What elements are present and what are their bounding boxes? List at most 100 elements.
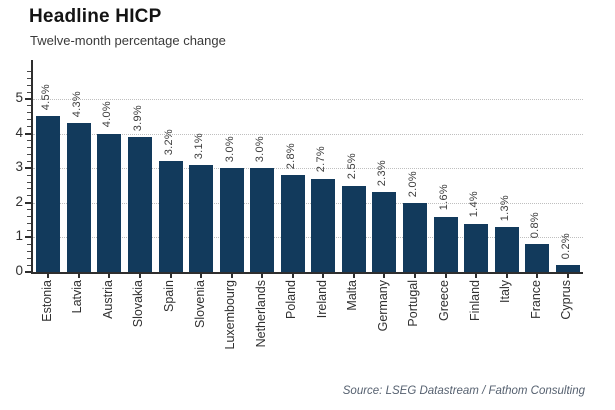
gridline	[33, 99, 583, 101]
gridline	[33, 237, 583, 239]
y-axis-tick-label: 0	[15, 263, 23, 278]
x-axis-line	[31, 272, 583, 274]
y-axis-tick-label: 5	[15, 90, 23, 106]
y-axis-minor-tick	[27, 181, 31, 183]
y-axis-minor-tick	[27, 91, 31, 93]
x-axis-category-label: Slovenia	[192, 280, 207, 328]
y-axis-minor-tick	[27, 160, 31, 162]
x-axis-category-label: Latvia	[70, 280, 85, 314]
bar-value-label: 4.0%	[101, 101, 114, 128]
bar-value-label: 3.0%	[223, 135, 236, 163]
y-axis-minor-tick	[27, 229, 31, 231]
bar-value-label: 1.6%	[437, 184, 450, 211]
y-axis-major-tick	[25, 271, 31, 273]
y-axis-tick-label: 1	[15, 228, 23, 244]
bar-value-label: 4.3%	[70, 91, 83, 118]
bar	[494, 227, 519, 272]
bar	[250, 168, 275, 272]
bar	[280, 175, 305, 272]
y-axis-tick-label: 4	[15, 124, 23, 140]
x-axis-tick	[261, 272, 264, 278]
bar-value-label: 0.2%	[559, 232, 572, 260]
bar	[189, 164, 214, 272]
x-axis-tick	[536, 272, 539, 278]
bar-value-label: 2.5%	[345, 153, 358, 180]
bar-value-label: 3.9%	[131, 104, 144, 132]
y-axis-major-tick	[25, 98, 31, 101]
x-axis-tick	[108, 272, 111, 278]
bar	[555, 265, 580, 272]
bar-value-label: 3.2%	[162, 129, 175, 156]
x-axis-tick	[138, 272, 141, 278]
bar	[97, 133, 122, 272]
x-axis-tick	[566, 272, 569, 278]
bar	[464, 223, 489, 272]
bar	[433, 216, 458, 272]
gridline	[33, 202, 583, 204]
y-axis-spine	[31, 60, 33, 274]
bar-value-label: 0.8%	[529, 212, 542, 239]
x-axis-category-label: Italy	[498, 280, 513, 303]
y-axis-major-tick	[25, 201, 31, 204]
x-axis-tick	[475, 272, 478, 278]
bar-value-label: 4.5%	[40, 84, 53, 111]
y-axis-major-tick	[25, 167, 31, 170]
y-axis-minor-tick	[27, 70, 31, 72]
source-credit: Source: LSEG Datastream / Fathom Consult…	[342, 385, 585, 397]
y-axis-minor-tick	[27, 195, 31, 197]
bar	[219, 168, 244, 272]
y-axis-minor-tick	[27, 174, 31, 176]
y-axis-minor-tick	[27, 250, 31, 252]
y-axis-minor-tick	[27, 264, 31, 266]
x-axis-category-label: Estonia	[39, 280, 54, 322]
bar	[402, 202, 427, 272]
bar	[36, 116, 61, 272]
x-axis-tick	[444, 272, 447, 278]
x-axis-category-label: Slovakia	[131, 280, 146, 328]
y-axis-minor-tick	[27, 140, 31, 142]
x-axis-category-label: Portugal	[406, 280, 421, 327]
y-axis-minor-tick	[27, 119, 31, 121]
x-axis-category-label: France	[528, 280, 543, 319]
y-axis-minor-tick	[27, 216, 31, 218]
x-axis-tick	[47, 272, 50, 278]
bar-value-label: 3.1%	[193, 132, 206, 159]
x-axis-category-label: Spain	[162, 280, 176, 312]
x-axis-tick	[230, 272, 233, 278]
x-axis-tick	[322, 272, 325, 278]
y-axis-minor-tick	[27, 153, 31, 155]
y-axis-minor-tick	[27, 112, 31, 114]
bar	[341, 185, 366, 272]
bar	[372, 192, 397, 272]
x-axis-category-label: Ireland	[314, 280, 329, 319]
y-axis-minor-tick	[27, 77, 31, 79]
bar-value-label: 1.3%	[498, 194, 511, 222]
gridline	[33, 168, 583, 170]
x-axis-category-label: Greece	[437, 280, 451, 321]
y-axis-minor-tick	[27, 84, 31, 86]
bar	[66, 123, 91, 272]
x-axis-tick	[383, 272, 386, 278]
bar	[158, 161, 183, 272]
y-axis-minor-tick	[27, 223, 31, 225]
chart-title: Headline HICP	[29, 6, 162, 27]
gridline	[33, 133, 583, 135]
x-axis-category-label: Luxembourg	[223, 280, 238, 350]
y-axis-minor-tick	[27, 257, 31, 259]
y-axis-major-tick	[25, 132, 31, 135]
x-axis-tick	[77, 272, 80, 278]
x-axis-tick	[413, 272, 416, 278]
y-axis-minor-tick	[27, 146, 31, 148]
y-axis-tick-label: 2	[15, 193, 23, 209]
x-axis-category-label: Malta	[345, 280, 360, 311]
y-axis-minor-tick	[27, 188, 31, 190]
bar-value-label: 2.7%	[315, 146, 328, 173]
chart-subtitle: Twelve-month percentage change	[30, 33, 226, 48]
y-axis-major-tick	[25, 236, 31, 239]
x-axis-category-label: Netherlands	[253, 280, 268, 348]
x-axis-tick	[291, 272, 294, 278]
bar-value-label: 2.3%	[376, 160, 389, 187]
bar-value-label: 2.0%	[406, 170, 419, 197]
y-axis-minor-tick	[27, 126, 31, 128]
